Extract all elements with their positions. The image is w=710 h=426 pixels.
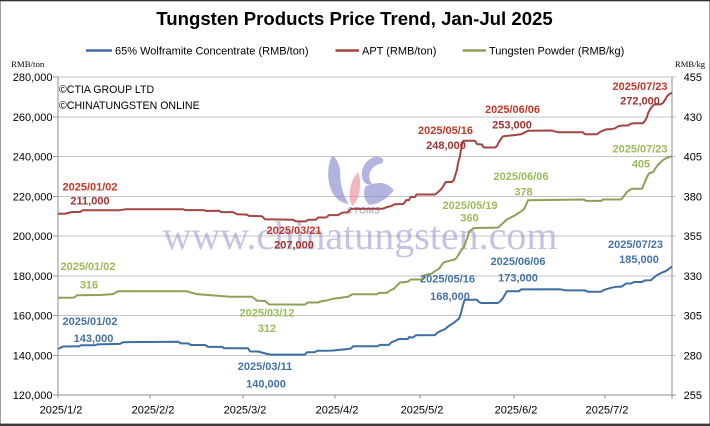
- svg-text:CTOMS: CTOMS: [346, 206, 381, 216]
- svg-text:200,000: 200,000: [13, 231, 53, 243]
- svg-text:260,000: 260,000: [13, 112, 53, 124]
- svg-text:www.chinatungsten.com: www.chinatungsten.com: [162, 213, 557, 258]
- svg-text:168,000: 168,000: [430, 291, 470, 303]
- svg-text:143,000: 143,000: [74, 333, 114, 345]
- svg-text:272,000: 272,000: [620, 96, 660, 108]
- svg-text:140,000: 140,000: [246, 379, 286, 391]
- svg-text:360: 360: [460, 213, 478, 225]
- svg-text:207,000: 207,000: [274, 240, 314, 252]
- svg-text:2025/05/16: 2025/05/16: [420, 274, 475, 286]
- svg-text:430: 430: [684, 112, 702, 124]
- svg-text:405: 405: [684, 152, 702, 164]
- svg-text:2025/03/21: 2025/03/21: [266, 225, 321, 237]
- svg-text:65% Wolframite Concentrate (RM: 65% Wolframite Concentrate (RMB/ton): [115, 46, 309, 58]
- svg-text:2025/07/23: 2025/07/23: [612, 81, 667, 93]
- svg-text:455: 455: [684, 72, 702, 84]
- svg-text:2025/05/19: 2025/05/19: [442, 200, 497, 212]
- svg-text:©CHINATUNGSTEN ONLINE: ©CHINATUNGSTEN ONLINE: [59, 100, 200, 112]
- svg-text:2025/03/11: 2025/03/11: [238, 361, 292, 373]
- svg-text:405: 405: [632, 158, 650, 170]
- svg-text:253,000: 253,000: [492, 119, 532, 131]
- svg-text:305: 305: [684, 311, 702, 323]
- svg-text:380: 380: [684, 191, 702, 203]
- svg-text:2025/06/06: 2025/06/06: [493, 171, 548, 183]
- svg-text:2025/2/2: 2025/2/2: [132, 405, 175, 417]
- svg-text:2025/05/16: 2025/05/16: [418, 125, 473, 137]
- svg-text:211,000: 211,000: [70, 196, 109, 208]
- svg-text:RMB/kg: RMB/kg: [675, 59, 706, 69]
- svg-text:APT (RMB/ton): APT (RMB/ton): [362, 46, 436, 58]
- svg-text:2025/01/02: 2025/01/02: [60, 261, 115, 273]
- svg-text:312: 312: [258, 323, 276, 335]
- svg-text:355: 355: [684, 231, 702, 243]
- svg-text:2025/01/02: 2025/01/02: [62, 316, 117, 328]
- svg-text:248,000: 248,000: [426, 140, 466, 152]
- svg-text:2025/5/2: 2025/5/2: [401, 405, 444, 417]
- svg-text:280: 280: [684, 350, 702, 362]
- svg-text:RMB/ton: RMB/ton: [11, 59, 45, 69]
- svg-text:2025/7/2: 2025/7/2: [586, 405, 629, 417]
- svg-text:2025/3/2: 2025/3/2: [224, 405, 267, 417]
- svg-text:2025/4/2: 2025/4/2: [316, 405, 359, 417]
- svg-text:2025/06/06: 2025/06/06: [485, 104, 540, 116]
- svg-text:Tungsten Products Price Trend,: Tungsten Products Price Trend, Jan-Jul 2…: [156, 8, 552, 29]
- svg-text:185,000: 185,000: [619, 254, 659, 266]
- svg-text:120,000: 120,000: [13, 390, 53, 402]
- svg-text:280,000: 280,000: [13, 72, 53, 84]
- svg-text:2025/01/02: 2025/01/02: [62, 182, 117, 194]
- svg-text:140,000: 140,000: [13, 350, 53, 362]
- svg-text:316: 316: [80, 280, 98, 292]
- svg-text:160,000: 160,000: [13, 311, 53, 323]
- svg-text:330: 330: [684, 271, 702, 283]
- svg-text:173,000: 173,000: [498, 273, 538, 285]
- svg-text:2025/07/23: 2025/07/23: [612, 144, 667, 156]
- svg-text:Tungsten Powder (RMB/kg): Tungsten Powder (RMB/kg): [489, 46, 624, 58]
- svg-text:240,000: 240,000: [13, 152, 53, 164]
- svg-text:2025/03/12: 2025/03/12: [239, 308, 294, 320]
- svg-text:2025/1/2: 2025/1/2: [40, 405, 83, 417]
- svg-text:2025/6/2: 2025/6/2: [495, 405, 538, 417]
- svg-text:2025/07/23: 2025/07/23: [608, 239, 663, 251]
- svg-text:255: 255: [684, 390, 702, 402]
- svg-text:2025/06/06: 2025/06/06: [490, 256, 545, 268]
- svg-text:180,000: 180,000: [13, 271, 53, 283]
- svg-text:©CTIA GROUP LTD: ©CTIA GROUP LTD: [59, 84, 154, 96]
- svg-text:378: 378: [514, 187, 532, 199]
- svg-text:220,000: 220,000: [13, 191, 53, 203]
